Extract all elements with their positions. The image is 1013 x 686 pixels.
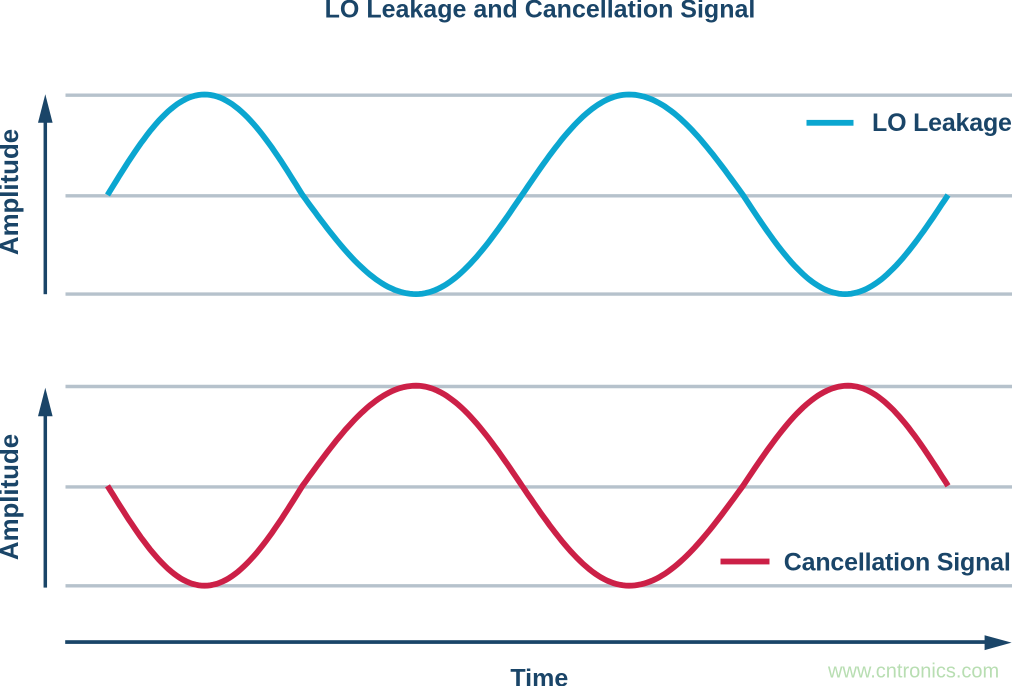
svg-text:Amplitude: Amplitude xyxy=(0,129,24,255)
svg-text:LO Leakage: LO Leakage xyxy=(872,109,1012,137)
svg-text:Amplitude: Amplitude xyxy=(0,434,24,560)
svg-text:LO Leakage and Cancellation Si: LO Leakage and Cancellation Signal xyxy=(325,0,756,24)
svg-text:Time: Time xyxy=(510,665,568,686)
svg-text:Cancellation Signal: Cancellation Signal xyxy=(784,549,1011,577)
svg-text:www.cntronics.com: www.cntronics.com xyxy=(827,661,999,683)
